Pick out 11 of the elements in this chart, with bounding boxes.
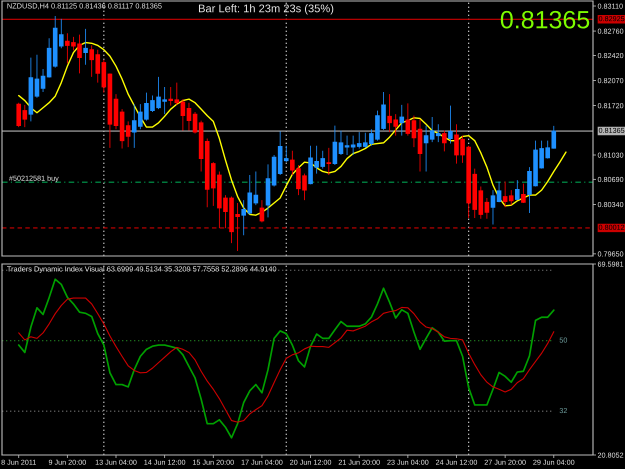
candlestick	[514, 180, 520, 201]
candlestick	[326, 147, 332, 176]
candlestick	[442, 130, 447, 152]
candlestick	[260, 200, 264, 223]
candlestick	[83, 28, 88, 66]
candlestick	[399, 104, 404, 136]
annotation: Bar Left: 1h 23m 23s (35%)	[198, 4, 334, 15]
candlestick	[521, 183, 526, 204]
candlestick	[448, 105, 453, 144]
line-series	[18, 278, 555, 439]
line-series	[18, 297, 554, 423]
